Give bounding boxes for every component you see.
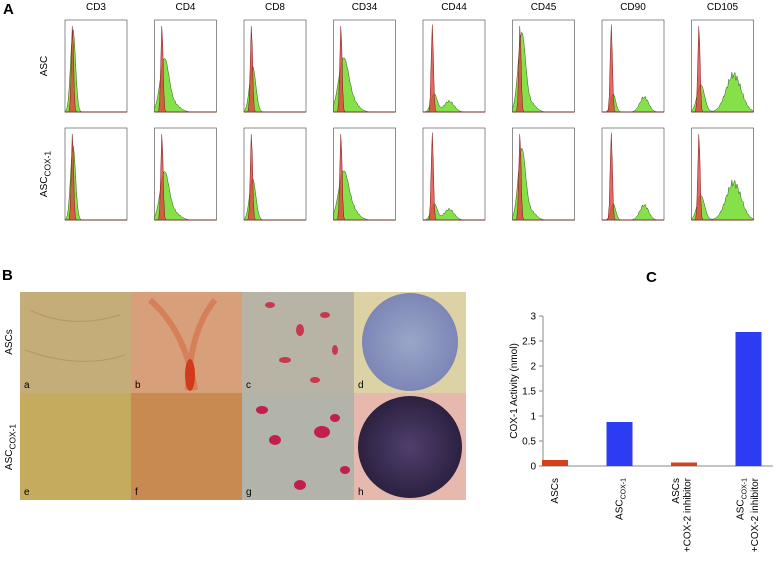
stain bbox=[256, 406, 350, 490]
panel-label: C bbox=[646, 269, 657, 286]
image bbox=[20, 393, 131, 500]
image-label: g bbox=[246, 487, 252, 498]
histogram-red bbox=[602, 24, 664, 113]
label: ASCCOX-1 bbox=[615, 478, 628, 520]
column-label: CD3 bbox=[86, 2, 106, 13]
y-tick-label: 1.5 bbox=[522, 387, 536, 398]
histogram-red bbox=[244, 134, 306, 221]
y-tick-label: 2 bbox=[530, 362, 536, 373]
histogram-red bbox=[333, 26, 396, 113]
texture bbox=[24, 309, 126, 362]
label: ASCCOX-1 bbox=[39, 151, 53, 198]
label: ASCCOX-1 bbox=[4, 424, 18, 471]
image-label: h bbox=[358, 487, 364, 498]
histogram-red bbox=[691, 134, 754, 221]
y-tick-label: 0.5 bbox=[522, 437, 536, 448]
y-tick-label: 0 bbox=[530, 462, 536, 473]
histogram-red bbox=[65, 26, 127, 113]
histogram-red bbox=[154, 134, 217, 221]
label-text: ASCs bbox=[550, 478, 561, 504]
label-line: +COX-2 inhibitor bbox=[750, 477, 761, 552]
y-axis-label: COX-1 Activity (nmol) bbox=[509, 343, 520, 439]
histogram-red bbox=[602, 132, 664, 221]
y-tick-label: 1 bbox=[530, 412, 536, 423]
label-text: ASC bbox=[736, 499, 747, 520]
histogram-green bbox=[691, 71, 754, 113]
image-label: b bbox=[135, 380, 141, 391]
image-label: e bbox=[24, 487, 30, 498]
label: ASCs bbox=[550, 478, 561, 504]
bar bbox=[735, 332, 762, 466]
label-text: ASCs bbox=[671, 478, 682, 504]
micrographs bbox=[20, 292, 466, 500]
image-label: c bbox=[246, 380, 251, 391]
label-text: ASC bbox=[615, 499, 626, 520]
histogram-red bbox=[244, 26, 306, 113]
pellet bbox=[358, 396, 462, 498]
label-text: ASC bbox=[4, 450, 15, 471]
histogram-red bbox=[65, 134, 127, 221]
bar bbox=[542, 460, 568, 466]
histogram-red bbox=[333, 134, 396, 221]
label: ASCs bbox=[4, 329, 15, 355]
bar bbox=[606, 422, 633, 466]
panel-label: B bbox=[2, 267, 13, 284]
label-subscript: COX-1 bbox=[8, 424, 18, 450]
histogram-red bbox=[512, 134, 575, 221]
label: ASC bbox=[39, 56, 50, 77]
histogram-red bbox=[154, 26, 217, 113]
image-label: d bbox=[358, 380, 364, 391]
label-text: ASCs bbox=[4, 329, 15, 355]
label-text: ASC bbox=[39, 177, 50, 198]
label-line: +COX-2 inhibitor bbox=[683, 477, 694, 552]
label-text: ASC bbox=[39, 56, 50, 77]
panel-label: A bbox=[3, 1, 14, 18]
pellet bbox=[362, 293, 458, 391]
stain bbox=[265, 302, 338, 383]
label-subscript: COX-1 bbox=[742, 478, 749, 500]
label-subscript: COX-1 bbox=[43, 151, 53, 177]
column-label: CD45 bbox=[531, 2, 557, 13]
image-label: f bbox=[135, 487, 138, 498]
label: ASCCOX-1 +COX-2 inhibitor bbox=[736, 477, 762, 552]
y-tick-label: 2.5 bbox=[522, 337, 536, 348]
histogram-red bbox=[423, 132, 485, 221]
histogram-red bbox=[691, 26, 754, 113]
column-label: CD105 bbox=[707, 2, 739, 13]
stain bbox=[185, 359, 195, 391]
column-label: CD34 bbox=[352, 2, 378, 13]
bar bbox=[671, 462, 697, 466]
histogram-red bbox=[423, 24, 485, 113]
image bbox=[131, 393, 242, 500]
histogram-red bbox=[512, 26, 575, 113]
column-label: CD8 bbox=[265, 2, 285, 13]
column-label: CD4 bbox=[175, 2, 195, 13]
image-label: a bbox=[24, 380, 30, 391]
image bbox=[242, 292, 354, 393]
column-label: CD90 bbox=[620, 2, 646, 13]
column-label: CD44 bbox=[441, 2, 467, 13]
y-tick-label: 3 bbox=[530, 312, 536, 323]
histogram-green bbox=[691, 179, 754, 221]
label-subscript: COX-1 bbox=[621, 478, 628, 500]
label: ASCs+COX-2 inhibitor bbox=[671, 477, 694, 552]
image bbox=[20, 292, 131, 393]
